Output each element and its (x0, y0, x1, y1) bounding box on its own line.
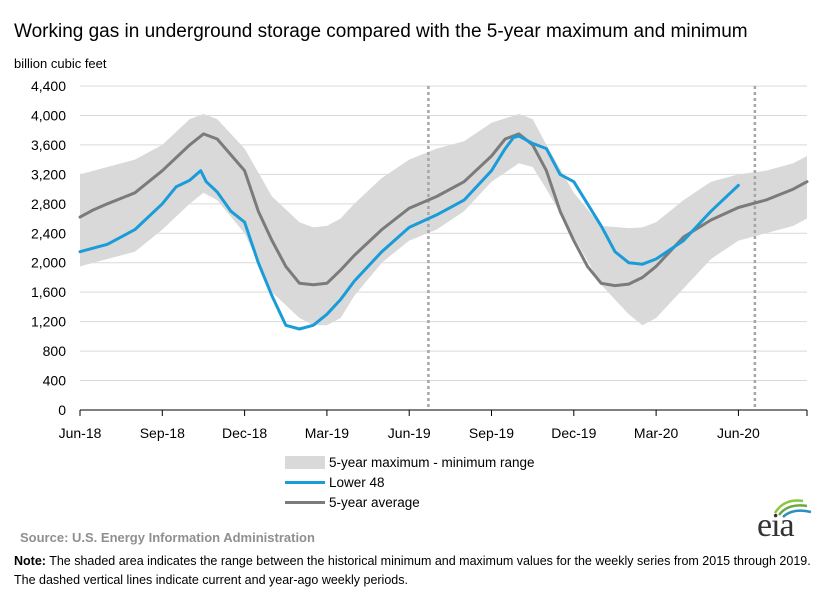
x-tick-label: Dec-18 (222, 425, 267, 441)
x-tick-label: Dec-19 (551, 425, 596, 441)
y-tick-label: 2,400 (31, 225, 66, 241)
y-tick-label: 3,600 (31, 137, 66, 153)
five-year-average-line (78, 132, 809, 288)
eia-logo: eia (755, 497, 815, 544)
legend-label-average: 5-year average (329, 494, 420, 510)
y-tick-label: 400 (43, 373, 67, 389)
eia-logo-mark (773, 499, 812, 518)
y-tick-label: 4,400 (31, 78, 66, 94)
y-tick-label: 1,600 (31, 284, 66, 300)
legend-swatch-band (285, 455, 325, 469)
legend-item-average: 5-year average (285, 492, 535, 512)
y-tick-label: 0 (58, 402, 66, 418)
y-tick-label: 4,000 (31, 107, 66, 123)
legend-item-lower48: Lower 48 (285, 472, 535, 492)
x-tick-label: Jun-20 (717, 425, 760, 441)
note: Note: The shaded area indicates the rang… (14, 552, 829, 590)
x-tick-label: Jun-18 (59, 425, 102, 441)
source-text: Source: U.S. Energy Information Administ… (20, 530, 315, 545)
x-tick-label: Sep-19 (469, 425, 514, 441)
x-tick-label: Sep-18 (140, 425, 185, 441)
range-band (80, 114, 807, 326)
y-tick-label: 2,800 (31, 196, 66, 212)
storage-chart: 0 400 800 1,200 1,600 2,000 2,400 2,800 3,200 3,6… (31, 78, 809, 441)
legend: 5-year maximum - minimum range Lower 48 … (285, 452, 535, 512)
lower48-line (78, 134, 740, 331)
legend-item-band: 5-year maximum - minimum range (285, 452, 535, 472)
x-tick-label: Jun-19 (388, 425, 431, 441)
eia-logo-text: eia (757, 507, 795, 544)
legend-swatch-lower48 (285, 480, 325, 484)
legend-swatch-average (285, 500, 325, 504)
legend-label-lower48: Lower 48 (329, 474, 385, 490)
legend-label-band: 5-year maximum - minimum range (329, 454, 535, 470)
y-tick-label: 2,000 (31, 255, 66, 271)
x-tick-label: Mar-19 (305, 425, 350, 441)
note-label: Note: (14, 554, 46, 568)
chart-title: Working gas in underground storage compa… (14, 21, 748, 42)
y-tick-label: 1,200 (31, 314, 66, 330)
y-tick-label: 800 (43, 343, 67, 359)
y-axis-unit-label: billion cubic feet (14, 56, 107, 71)
x-tick-label: Mar-20 (634, 425, 679, 441)
note-text: The shaded area indicates the range betw… (14, 554, 811, 587)
y-tick-label: 3,200 (31, 166, 66, 182)
